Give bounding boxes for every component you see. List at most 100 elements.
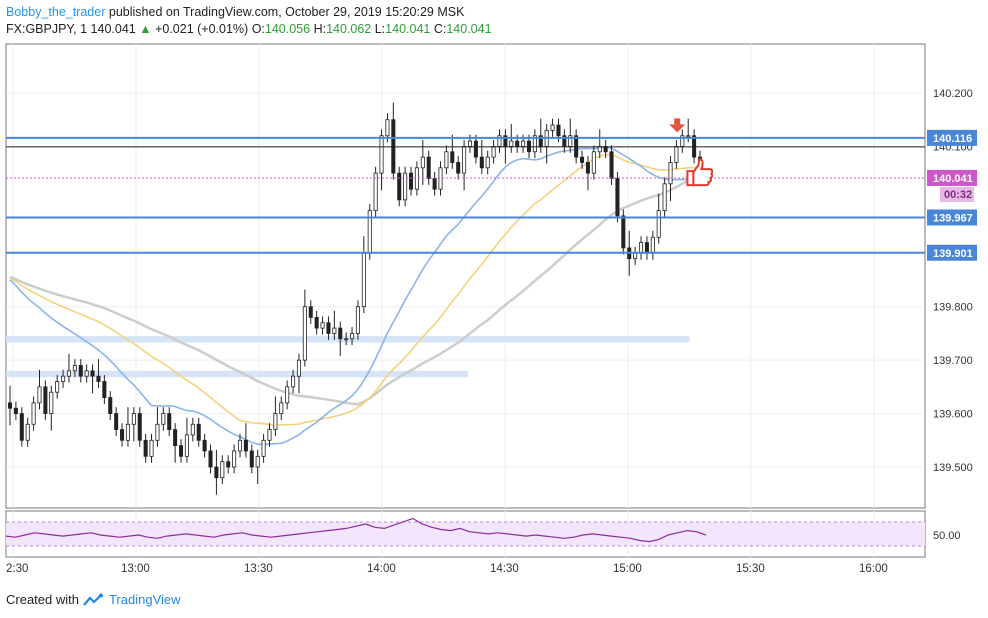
candle-body — [656, 210, 661, 238]
candle-body — [621, 215, 626, 249]
candle-body — [639, 242, 644, 254]
candle-body — [273, 413, 278, 431]
candle-body — [90, 370, 95, 377]
candle — [414, 161, 419, 196]
tradingview-logo-icon — [83, 593, 103, 606]
price-pane — [5, 43, 926, 509]
close-value: 140.041 — [446, 22, 492, 36]
candle — [379, 129, 384, 191]
x-tick-label: 14:00 — [367, 563, 396, 575]
candle — [49, 385, 54, 431]
candle — [220, 455, 225, 485]
candle — [591, 145, 596, 180]
candle-body — [521, 140, 526, 147]
candle-body — [179, 445, 184, 457]
open-label: O: — [251, 22, 265, 36]
moving-average-50 — [9, 146, 701, 446]
candle-body — [108, 397, 113, 414]
candle — [456, 156, 461, 180]
candle-body — [285, 386, 290, 404]
candle — [621, 209, 626, 255]
candle — [66, 353, 71, 383]
candle-body — [120, 429, 125, 441]
candle-body — [96, 375, 101, 382]
candle-body — [585, 162, 590, 174]
y-tick-label: 139.800 — [933, 302, 973, 314]
candle-body — [243, 439, 248, 452]
candle — [84, 364, 89, 383]
y-tick-label: 139.700 — [933, 355, 973, 367]
author-link[interactable]: Bobby_the_trader — [6, 5, 106, 19]
low-value: 140.041 — [385, 22, 431, 36]
candle-body — [149, 439, 154, 457]
candle-body — [237, 439, 243, 452]
candle-body — [102, 381, 107, 398]
candle-body — [686, 135, 691, 138]
candle-body — [84, 370, 89, 377]
high-value: 140.062 — [326, 22, 372, 36]
candle — [438, 161, 443, 196]
candle — [332, 310, 337, 340]
candle-body — [479, 156, 484, 169]
candle — [155, 407, 160, 447]
thumb-hand — [692, 158, 714, 187]
candle — [243, 423, 248, 458]
candle — [367, 204, 372, 260]
footer: Created with TradingView — [6, 592, 181, 607]
candle-body — [550, 124, 555, 131]
rsi-tick-label: 50.00 — [933, 530, 961, 542]
candle-body — [350, 333, 355, 340]
candle-body — [355, 306, 360, 334]
y-tick-label: 139.500 — [933, 462, 973, 474]
candle — [373, 166, 378, 217]
candle-body — [485, 156, 490, 169]
candle — [302, 289, 307, 367]
arrow-down-shaft — [674, 118, 681, 125]
candle — [232, 444, 237, 474]
y-tick-label: 140.200 — [933, 88, 973, 100]
candle — [444, 145, 449, 175]
level-price-label: 139.967 — [933, 212, 973, 224]
high-label: H: — [313, 22, 327, 36]
candle — [249, 444, 254, 474]
candle-body — [296, 359, 301, 377]
candle — [226, 455, 231, 474]
candle-body — [320, 322, 325, 329]
candle — [291, 369, 296, 394]
candle — [580, 150, 585, 169]
candle-body — [208, 450, 213, 468]
candle — [473, 134, 478, 164]
candle-body — [78, 365, 83, 377]
candle-body — [161, 413, 166, 425]
candle — [308, 300, 313, 324]
candle — [585, 156, 590, 191]
candle-body — [13, 407, 18, 414]
footer-brand[interactable]: TradingView — [108, 592, 181, 607]
low-label: L: — [374, 22, 386, 36]
candle — [108, 391, 113, 420]
candle-body — [644, 242, 649, 254]
level-price-tag — [927, 244, 977, 261]
candle-body — [397, 172, 402, 201]
current-price-label: 140.041 — [933, 173, 973, 185]
open-value: 140.056 — [264, 22, 311, 36]
candle-body — [167, 413, 172, 431]
footer-prefix: Created with — [6, 592, 79, 607]
candle-body — [196, 423, 201, 441]
candle — [279, 396, 284, 420]
level-price-tag — [927, 209, 977, 226]
candle — [344, 332, 349, 346]
candle-body — [232, 450, 237, 468]
candle — [397, 166, 402, 207]
candle — [214, 449, 219, 495]
candle-body — [137, 413, 142, 441]
change-value: +0.021 (+0.01%) — [155, 22, 249, 36]
candle-body — [291, 375, 296, 388]
candle — [37, 369, 42, 410]
candle — [255, 449, 260, 485]
candle — [668, 156, 673, 201]
header-line-1: Bobby_the_trader published on TradingVie… — [6, 5, 464, 19]
candle — [25, 417, 30, 447]
candle — [314, 310, 319, 335]
